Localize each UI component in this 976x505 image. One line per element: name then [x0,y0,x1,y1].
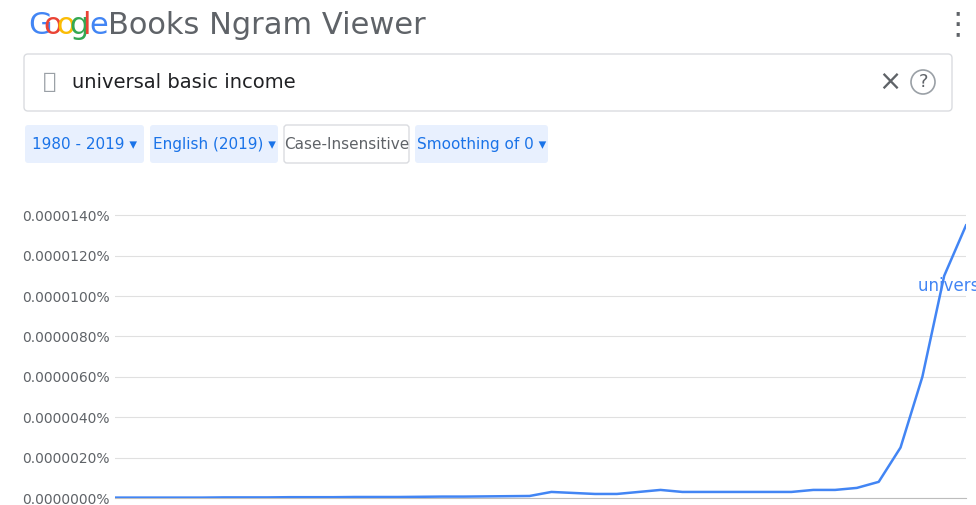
Text: ?: ? [918,73,928,91]
Text: English (2019) ▾: English (2019) ▾ [152,136,275,152]
Text: Smoothing of 0 ▾: Smoothing of 0 ▾ [417,136,547,152]
Text: g: g [69,11,88,39]
Text: universal basic income: universal basic income [918,277,976,295]
Text: ⋮: ⋮ [943,11,973,39]
Text: Books Ngram Viewer: Books Ngram Viewer [108,11,426,39]
Text: e: e [89,11,107,39]
FancyBboxPatch shape [25,125,144,163]
Circle shape [911,70,935,94]
Text: universal basic income: universal basic income [72,73,296,91]
Text: o: o [56,11,74,39]
FancyBboxPatch shape [24,54,952,111]
FancyBboxPatch shape [150,125,278,163]
Text: l: l [82,11,91,39]
FancyBboxPatch shape [415,125,548,163]
Text: 1980 - 2019 ▾: 1980 - 2019 ▾ [32,136,137,152]
Text: ×: × [878,68,902,96]
Text: o: o [43,11,61,39]
FancyBboxPatch shape [284,125,409,163]
Text: ⌕: ⌕ [43,72,57,92]
Text: G: G [28,11,52,39]
Text: Case-Insensitive: Case-Insensitive [284,136,409,152]
